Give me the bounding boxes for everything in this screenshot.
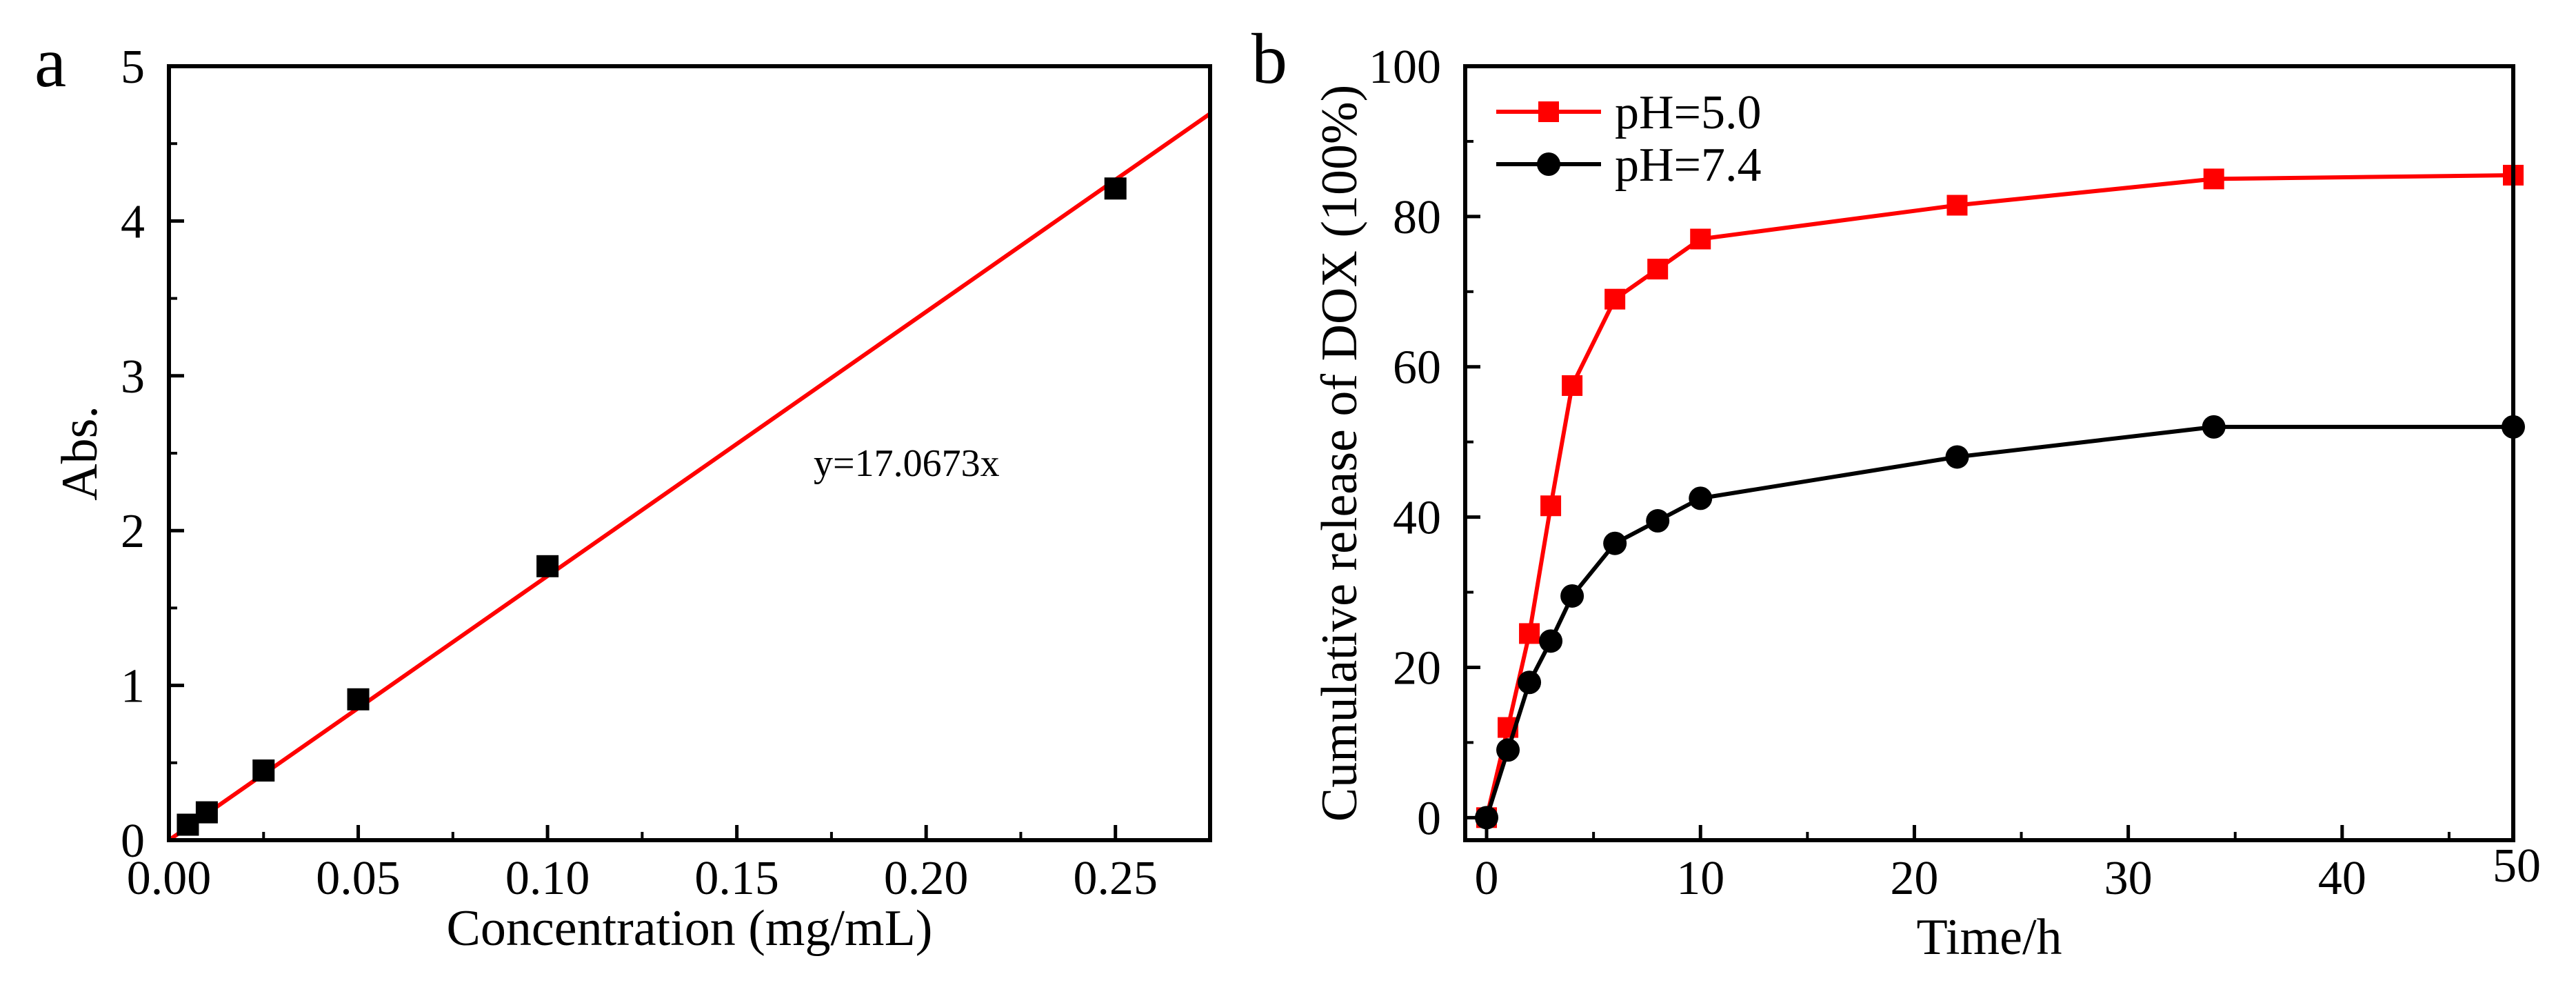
panel-b-x-tick-label: 20 bbox=[1890, 852, 1938, 905]
series-ph50-point bbox=[1540, 495, 1562, 517]
legend-label: pH=7.4 bbox=[1615, 139, 1762, 192]
panel-a-data-point bbox=[195, 801, 218, 824]
panel-b-y-tick-label: 40 bbox=[1393, 492, 1441, 545]
series-ph74-point bbox=[1496, 738, 1520, 762]
panel-b-y-tick-label: 20 bbox=[1393, 642, 1441, 695]
panel-a-x-tick-label: 0.10 bbox=[505, 852, 590, 905]
panel-b-x-tick-label: 50 bbox=[2493, 839, 2541, 893]
panel-a-fit-line-group bbox=[168, 112, 1211, 842]
panel-a-data-point bbox=[536, 555, 559, 577]
panel-a-y-tick-label: 4 bbox=[121, 195, 145, 248]
series-ph74-point bbox=[1560, 584, 1584, 608]
series-ph50-point bbox=[1946, 195, 1968, 216]
panel-b-y-tick-label: 60 bbox=[1393, 341, 1441, 395]
legend-label: pH=5.0 bbox=[1615, 86, 1762, 139]
series-ph74-point bbox=[1603, 531, 1627, 555]
panel-a-fit-equation: y=17.0673x bbox=[814, 442, 1000, 485]
panel-a-x-axis-title: Concentration (mg/mL) bbox=[447, 900, 933, 957]
panel-b-label: b bbox=[1251, 19, 1287, 99]
legend-marker bbox=[1537, 152, 1560, 176]
panel-b-ticks: 0 10 20 30 40 50 0 20 40 60 80 100 bbox=[1369, 41, 2541, 905]
panel-a-y-tick-label: 5 bbox=[121, 41, 145, 94]
panel-a-fit-line bbox=[168, 112, 1211, 842]
panel-a-x-tick-label: 0.00 bbox=[127, 852, 212, 905]
series-ph74 bbox=[1475, 415, 2525, 830]
panel-b-y-tick-label: 80 bbox=[1393, 191, 1441, 244]
panel-a-plot-frame bbox=[167, 64, 1212, 842]
panel-a-data-point bbox=[347, 688, 370, 710]
series-ph50-point bbox=[1562, 375, 1583, 396]
panel-b-y-tick-label: 100 bbox=[1369, 41, 1441, 94]
panel-a-calibration-chart: a 0.00 0.05 0.10 0.15 0.20 0.25 0 1 2 3 4 5 y=17.06… bbox=[34, 23, 1212, 957]
panel-a-x-tick-label: 0.25 bbox=[1073, 852, 1158, 905]
panel-a-label: a bbox=[34, 23, 66, 102]
panel-a-points bbox=[177, 177, 1127, 836]
series-ph74-point bbox=[1539, 629, 1563, 653]
series-ph50-line bbox=[1485, 173, 2514, 818]
panel-b-plot-frame bbox=[1463, 64, 2515, 842]
series-ph74-point bbox=[1945, 445, 1969, 469]
series-ph74-point bbox=[1646, 509, 1670, 533]
panel-a-x-tick-label: 0.20 bbox=[884, 852, 969, 905]
panel-a-x-tick-label: 0.15 bbox=[694, 852, 779, 905]
panel-a-y-axis-title: Abs. bbox=[52, 406, 108, 501]
series-ph74-point bbox=[1689, 486, 1713, 510]
legend-item-ph50: pH=5.0 bbox=[1496, 86, 1762, 139]
series-ph74-point bbox=[1518, 670, 1542, 695]
series-ph50-point bbox=[1690, 228, 1711, 250]
series-ph74-point bbox=[2202, 415, 2226, 439]
panel-b-y-axis-title: Cumulative release of DOX (100%) bbox=[1311, 85, 1368, 822]
panel-a-x-tick-label: 0.05 bbox=[316, 852, 401, 905]
panel-a-data-point bbox=[252, 759, 275, 782]
panel-b-release-chart: b 0 10 20 30 40 50 0 20 40 60 80 100 pH=5.0pH=7.4 T… bbox=[1251, 19, 2541, 966]
series-ph50-point bbox=[1519, 623, 1540, 644]
series-ph74-line bbox=[1485, 424, 2513, 819]
panel-b-x-tick-label: 40 bbox=[2318, 852, 2366, 905]
panel-a-y-tick-label: 0 bbox=[121, 815, 145, 868]
panel-b-x-tick-label: 0 bbox=[1475, 852, 1499, 905]
legend-marker bbox=[1538, 101, 1559, 122]
panel-b-y-tick-label: 0 bbox=[1417, 792, 1441, 845]
series-ph50-point bbox=[2203, 168, 2224, 190]
legend-item-ph74: pH=7.4 bbox=[1496, 139, 1762, 192]
panel-a-ticks: 0.00 0.05 0.10 0.15 0.20 0.25 0 1 2 3 4 5 bbox=[121, 41, 1158, 905]
panel-b-x-axis-title: Time/h bbox=[1916, 909, 2062, 966]
panel-b-legend: pH=5.0pH=7.4 bbox=[1496, 86, 1762, 192]
panel-b-x-tick-label: 10 bbox=[1676, 852, 1724, 905]
panel-b-series bbox=[1475, 164, 2525, 830]
series-ph50-point bbox=[1647, 259, 1669, 280]
panel-a-data-point bbox=[1104, 177, 1127, 200]
series-ph74-point bbox=[1475, 806, 1499, 830]
panel-a-y-tick-label: 3 bbox=[121, 350, 145, 404]
series-ph50 bbox=[1476, 164, 2524, 828]
panel-a-data-point bbox=[177, 813, 199, 836]
panel-b-x-tick-label: 30 bbox=[2104, 852, 2153, 905]
panel-a-y-tick-label: 2 bbox=[121, 505, 145, 558]
panel-a-y-tick-label: 1 bbox=[121, 660, 145, 713]
series-ph50-point bbox=[1604, 288, 1626, 310]
